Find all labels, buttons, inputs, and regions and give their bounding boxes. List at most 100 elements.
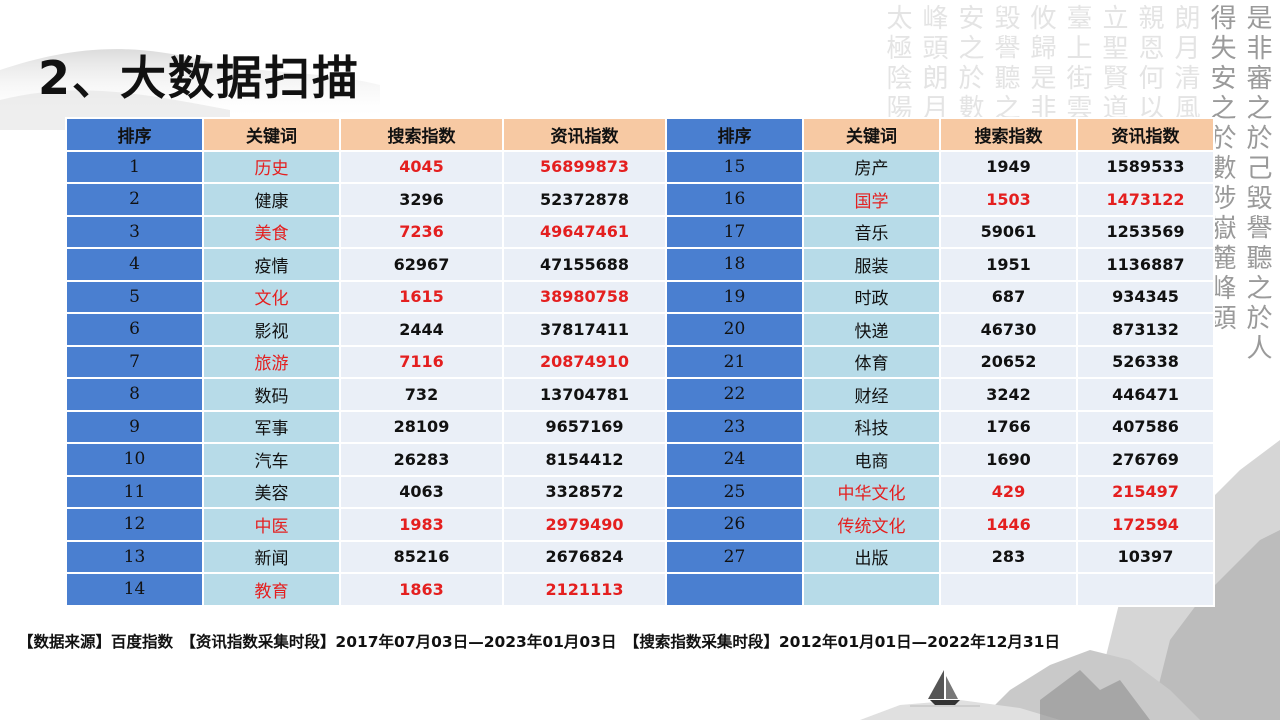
info-index-cell: 2121113 — [502, 572, 667, 607]
header-rank-left: 排序 — [65, 117, 204, 152]
keyword-cell: 出版 — [802, 539, 941, 574]
info-index-cell: 49647461 — [502, 214, 667, 249]
info-index-cell: 1589533 — [1076, 149, 1215, 184]
search-index-cell: 26283 — [339, 442, 504, 477]
table-row: 10 汽车 26283 8154412 24 电商 1690 276769 — [65, 442, 1215, 477]
rank-cell: 18 — [665, 247, 804, 282]
info-index-cell: 2676824 — [502, 539, 667, 574]
info-index-cell: 2979490 — [502, 507, 667, 542]
table-row: 11 美容 4063 3328572 25 中华文化 429 215497 — [65, 474, 1215, 509]
search-index-cell: 62967 — [339, 247, 504, 282]
calligraphy-column: 親恩何以 — [1134, 4, 1164, 124]
search-index-cell: 429 — [939, 474, 1078, 509]
keyword-cell: 疫情 — [202, 247, 341, 282]
search-index-cell: 7116 — [339, 344, 504, 379]
keyword-cell: 中华文化 — [802, 474, 941, 509]
search-period-label: 【搜索指数采集时段】2012年01月01日—2022年12月31日 — [623, 633, 1060, 651]
table-row: 1 历史 4045 56899873 15 房产 1949 1589533 — [65, 149, 1215, 184]
header-info-index-right: 资讯指数 — [1076, 117, 1215, 152]
sailboat-icon — [910, 670, 980, 707]
info-index-cell: 52372878 — [502, 182, 667, 217]
search-index-cell: 4045 — [339, 149, 504, 184]
table-row: 9 军事 28109 9657169 23 科技 1766 407586 — [65, 409, 1215, 444]
search-index-cell: 85216 — [339, 539, 504, 574]
calligraphy-column: 臺上街雲 — [1062, 4, 1092, 124]
calligraphy-column: 立聖賢道 — [1098, 4, 1128, 124]
calligraphy-column: 朗月清風 — [1170, 4, 1200, 124]
rank-cell: 13 — [65, 539, 204, 574]
table-row: 12 中医 1983 2979490 26 传统文化 1446 172594 — [65, 507, 1215, 542]
search-index-cell: 1690 — [939, 442, 1078, 477]
keyword-cell: 国学 — [802, 182, 941, 217]
keyword-cell: 时政 — [802, 279, 941, 314]
info-index-cell: 13704781 — [502, 377, 667, 412]
search-index-cell: 7236 — [339, 214, 504, 249]
rank-cell: 19 — [665, 279, 804, 314]
search-index-cell: 1503 — [939, 182, 1078, 217]
calligraphy-column: 安之於數 — [954, 4, 984, 124]
info-index-cell — [1076, 572, 1215, 607]
table-row: 2 健康 3296 52372878 16 国学 1503 1473122 — [65, 182, 1215, 217]
search-index-cell: 1983 — [339, 507, 504, 542]
info-index-cell: 20874910 — [502, 344, 667, 379]
rank-cell: 23 — [665, 409, 804, 444]
info-index-cell: 8154412 — [502, 442, 667, 477]
table-row: 6 影视 2444 37817411 20 快递 46730 873132 — [65, 312, 1215, 347]
calligraphy-column: 毀譽聽之 — [990, 4, 1020, 124]
search-index-cell: 283 — [939, 539, 1078, 574]
rank-cell: 4 — [65, 247, 204, 282]
rank-cell: 22 — [665, 377, 804, 412]
table-header-row: 排序 关键词 搜索指数 资讯指数 排序 关键词 搜索指数 资讯指数 — [65, 117, 1215, 152]
search-index-cell: 4063 — [339, 474, 504, 509]
search-index-cell: 1615 — [339, 279, 504, 314]
header-rank-right: 排序 — [665, 117, 804, 152]
header-keyword-right: 关键词 — [802, 117, 941, 152]
keyword-cell: 影视 — [202, 312, 341, 347]
rank-cell — [665, 572, 804, 607]
info-index-cell: 276769 — [1076, 442, 1215, 477]
table-row: 3 美食 7236 49647461 17 音乐 59061 1253569 — [65, 214, 1215, 249]
keyword-cell: 教育 — [202, 572, 341, 607]
search-index-cell: 2444 — [339, 312, 504, 347]
keyword-cell: 军事 — [202, 409, 341, 444]
search-index-cell: 732 — [339, 377, 504, 412]
table-row: 13 新闻 85216 2676824 27 出版 283 10397 — [65, 539, 1215, 574]
rank-cell: 26 — [665, 507, 804, 542]
rank-cell: 8 — [65, 377, 204, 412]
search-index-cell: 1446 — [939, 507, 1078, 542]
rank-cell: 2 — [65, 182, 204, 217]
search-index-cell: 1863 — [339, 572, 504, 607]
info-index-cell: 172594 — [1076, 507, 1215, 542]
search-index-cell: 3296 — [339, 182, 504, 217]
rank-cell: 3 — [65, 214, 204, 249]
keyword-cell: 文化 — [202, 279, 341, 314]
calligraphy-column: 太極陰陽 — [882, 4, 912, 124]
data-source-note: 【数据来源】百度指数 【资讯指数采集时段】2017年07月03日—2023年01… — [18, 630, 1062, 652]
table-row: 4 疫情 62967 47155688 18 服装 1951 1136887 — [65, 247, 1215, 282]
header-info-index-left: 资讯指数 — [502, 117, 667, 152]
info-index-cell: 526338 — [1076, 344, 1215, 379]
keyword-cell: 美食 — [202, 214, 341, 249]
rank-cell: 6 — [65, 312, 204, 347]
source-label: 【数据来源】百度指数 — [18, 633, 174, 651]
info-index-cell: 446471 — [1076, 377, 1215, 412]
keyword-cell: 新闻 — [202, 539, 341, 574]
rank-cell: 20 — [665, 312, 804, 347]
header-search-index-right: 搜索指数 — [939, 117, 1078, 152]
keyword-cell: 历史 — [202, 149, 341, 184]
info-index-cell: 1136887 — [1076, 247, 1215, 282]
rank-cell: 11 — [65, 474, 204, 509]
search-index-cell: 687 — [939, 279, 1078, 314]
info-index-cell: 56899873 — [502, 149, 667, 184]
rank-cell: 24 — [665, 442, 804, 477]
rank-cell: 5 — [65, 279, 204, 314]
rank-cell: 21 — [665, 344, 804, 379]
rank-cell: 9 — [65, 409, 204, 444]
rank-cell: 15 — [665, 149, 804, 184]
search-index-cell: 1949 — [939, 149, 1078, 184]
calligraphy-column: 峰頭朗月 — [918, 4, 948, 124]
search-index-cell: 46730 — [939, 312, 1078, 347]
rank-cell: 17 — [665, 214, 804, 249]
keyword-cell: 服装 — [802, 247, 941, 282]
info-index-cell: 3328572 — [502, 474, 667, 509]
